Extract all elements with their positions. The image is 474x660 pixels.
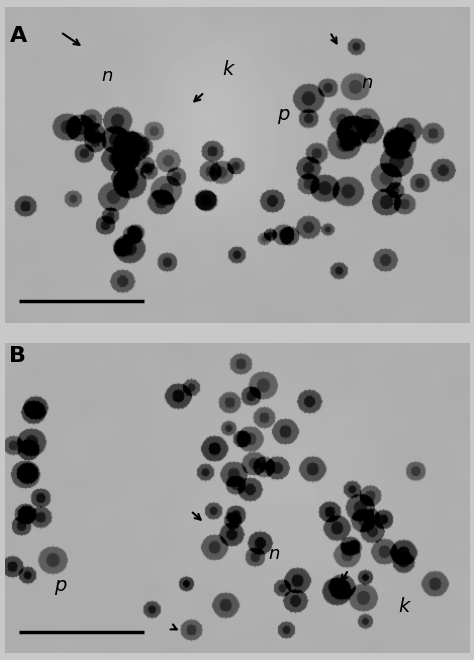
- Text: n: n: [101, 67, 113, 85]
- Text: p: p: [55, 576, 67, 595]
- Text: k: k: [222, 61, 233, 79]
- Text: p: p: [277, 105, 290, 124]
- Text: B: B: [9, 346, 27, 366]
- Text: A: A: [9, 26, 27, 46]
- Text: k: k: [399, 597, 410, 616]
- Text: n: n: [361, 74, 373, 92]
- Text: n: n: [268, 545, 280, 563]
